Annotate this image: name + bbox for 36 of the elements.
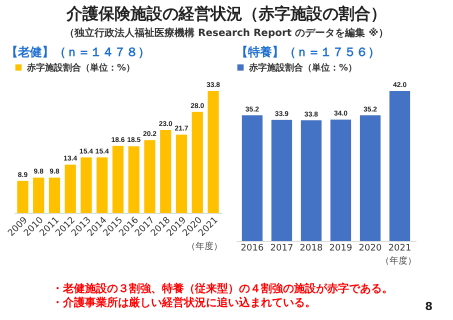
bar [144, 140, 156, 213]
x-tick-label: 2019 [329, 244, 352, 254]
x-tick-label: 2017 [270, 244, 294, 254]
legend-label: 赤字施設割合（単位：%） [248, 62, 358, 74]
bar [112, 146, 124, 213]
legend-title: 【老健】（ｎ＝１４７８） [6, 45, 150, 59]
x-axis-title: （年度） [186, 241, 222, 252]
legend-title: 【特養】（ｎ＝１７５６） [236, 45, 380, 59]
chart-subtitle: （独立行政法人福祉医療機構 Research Report のデータを編集 ※） [64, 26, 390, 40]
bar [360, 115, 381, 241]
text: 8 [425, 300, 433, 313]
bar [330, 120, 352, 241]
x-axis-title: （年度） [380, 256, 416, 266]
bar [33, 178, 44, 213]
x-tick-label: 2018 [300, 244, 323, 254]
x-tick-label: 2021 [388, 244, 412, 254]
bar [48, 178, 60, 213]
bar [208, 91, 219, 213]
bar [192, 112, 203, 213]
bar [242, 115, 263, 241]
x-tick-label: 2016 [240, 244, 264, 254]
text: ・介護事業所は厳しい経営状況に追い込まれている。 [52, 296, 317, 310]
legend-label: 赤字施設割合（単位：%） [26, 62, 136, 74]
bar [300, 120, 322, 241]
text: ・老健施設の３割強、特養（従来型）の４割強の施設が赤字である。 [52, 282, 393, 296]
bar [96, 157, 108, 213]
bar [389, 91, 410, 241]
bar [80, 157, 92, 213]
x-tick-label: 2020 [358, 244, 382, 254]
bar [160, 130, 172, 213]
bar [128, 146, 140, 213]
bar [17, 180, 28, 213]
bar [64, 164, 76, 213]
chart-title: 介護保険施設の経営状況（赤字施設の割合） [66, 4, 388, 25]
bar [271, 120, 292, 241]
bar [176, 134, 188, 213]
